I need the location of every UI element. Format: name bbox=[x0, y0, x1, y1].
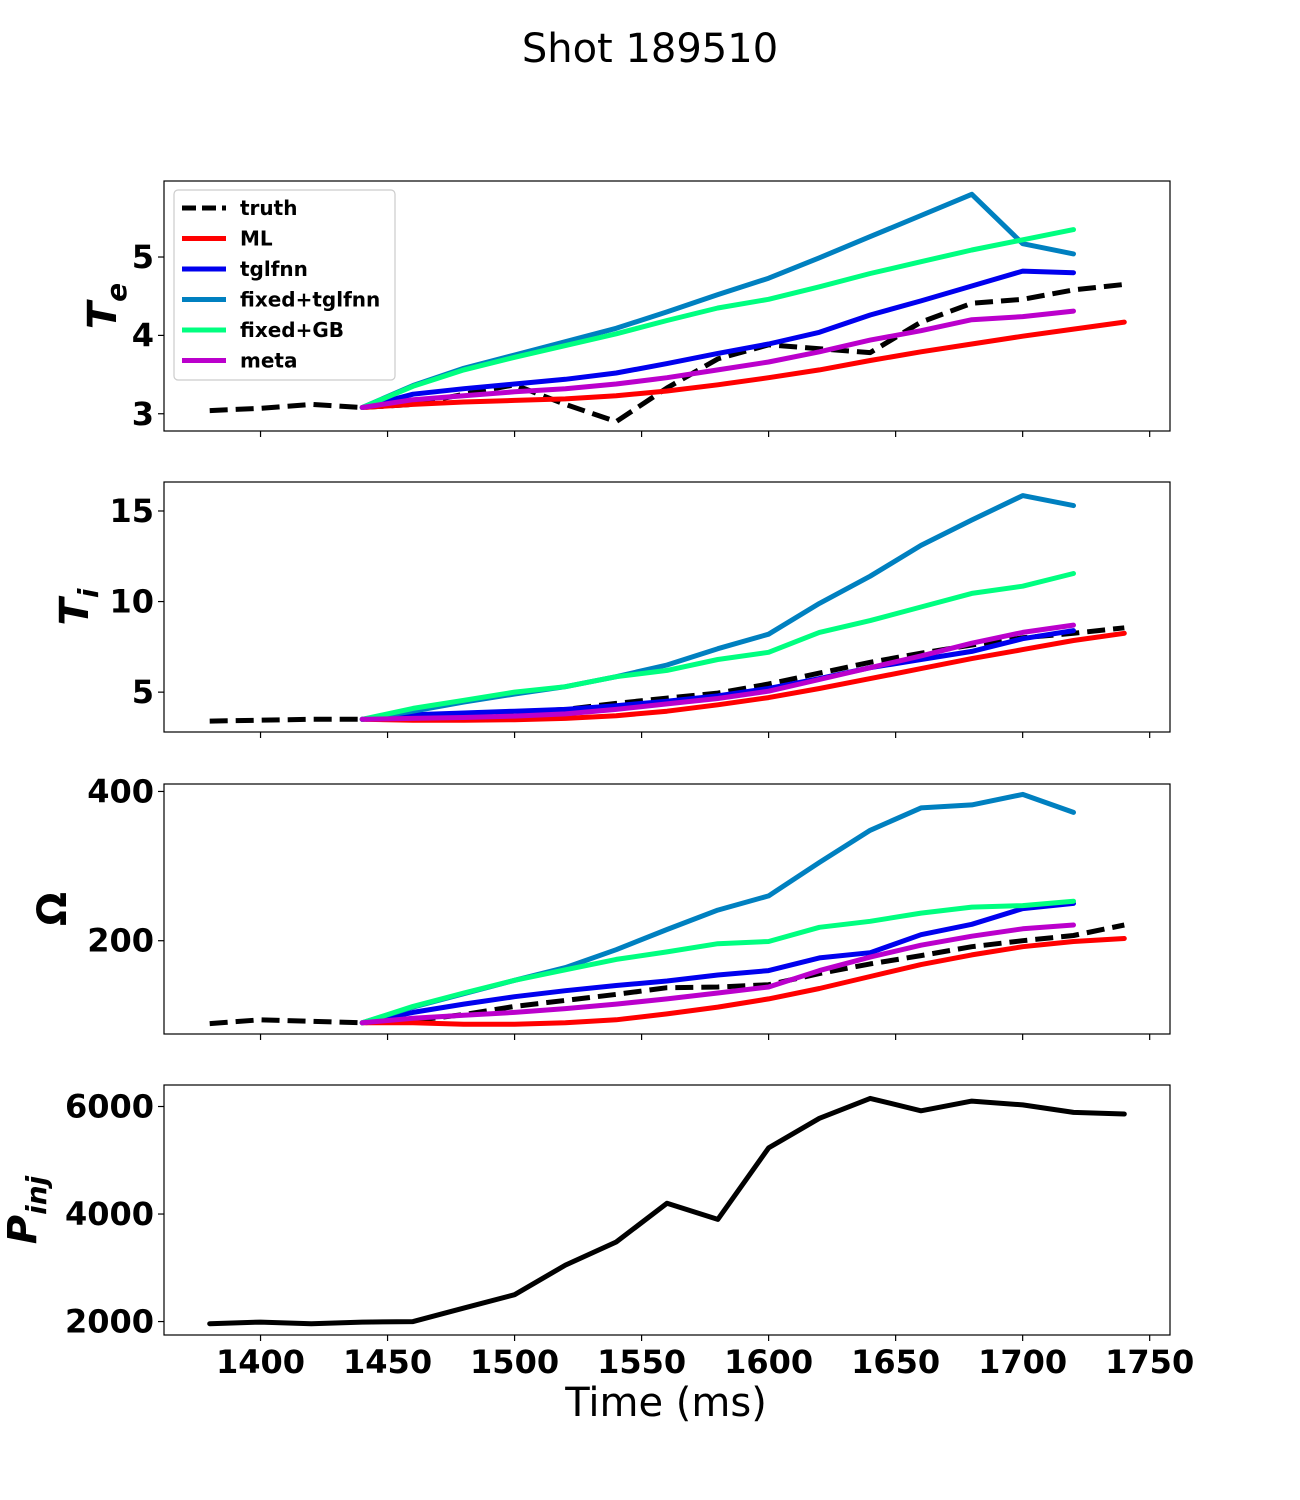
legend-label-truth: truth bbox=[240, 196, 297, 220]
series-line-ml bbox=[359, 630, 1127, 723]
axes-frame bbox=[163, 180, 1171, 432]
axes-frame bbox=[163, 783, 1171, 1035]
y-tick-label: 2000 bbox=[65, 1303, 154, 1341]
series-line-fixed-plus-gb bbox=[359, 898, 1076, 1026]
series-line-fixed-plus-gb bbox=[359, 227, 1076, 410]
x-tick-label: 1600 bbox=[724, 1343, 813, 1381]
series-line-tglfnn bbox=[359, 628, 1076, 722]
legend-label-fixed-plus-tglfnn: fixed+tglfnn bbox=[240, 288, 380, 312]
legend-label-meta: meta bbox=[240, 349, 297, 373]
y-tick-label: 4000 bbox=[65, 1195, 154, 1233]
legend: truth ML tglfnn fixed+tglfnn fixed+GB meta bbox=[173, 189, 396, 381]
series-line-ml bbox=[359, 319, 1127, 410]
legend-box bbox=[173, 189, 396, 381]
y-axis-label: Ω bbox=[30, 892, 76, 926]
panel-te: 3 4 5 Te truth ML tglfnn fixed+tglfnn fixed+GB me… bbox=[80, 180, 1171, 437]
x-axis-label: Time (ms) bbox=[564, 1380, 767, 1426]
series-line-tglfnn bbox=[359, 900, 1076, 1026]
y-tick-label: 4 bbox=[132, 316, 154, 354]
axes-frame bbox=[163, 1084, 1171, 1336]
y-tick-label: 400 bbox=[87, 772, 154, 810]
y-tick-label: 5 bbox=[132, 238, 154, 276]
panel-omega: 200 400 Ω bbox=[30, 772, 1171, 1040]
y-tick-label: 15 bbox=[109, 492, 154, 530]
y-axis-label: Ti bbox=[52, 588, 105, 625]
legend-label-ml: ML bbox=[240, 227, 273, 251]
y-tick-label: 200 bbox=[87, 922, 154, 960]
series-line-ml bbox=[359, 936, 1127, 1027]
x-tick-label: 1550 bbox=[597, 1343, 686, 1381]
x-tick-label: 1700 bbox=[978, 1343, 1067, 1381]
y-tick-label: 6000 bbox=[65, 1088, 154, 1126]
figure-title: Shot 189510 bbox=[522, 26, 778, 72]
series-line-truth bbox=[209, 922, 1125, 1027]
series-line-pinj bbox=[207, 1095, 1127, 1327]
y-tick-label: 10 bbox=[109, 583, 154, 621]
y-tick-label: 5 bbox=[132, 673, 154, 711]
series-line-meta bbox=[359, 922, 1076, 1026]
series-line-meta bbox=[359, 308, 1076, 410]
x-tick-label: 1400 bbox=[216, 1343, 305, 1381]
series-line-meta bbox=[359, 622, 1076, 722]
y-tick-label: 3 bbox=[132, 395, 154, 433]
series-line-truth bbox=[209, 281, 1125, 425]
series-line-fixed-plus-tglfnn bbox=[359, 191, 1076, 410]
series-line-fixed-plus-tglfnn bbox=[359, 493, 1076, 722]
legend-label-tglfnn: tglfnn bbox=[240, 257, 308, 281]
x-tick-label: 1450 bbox=[343, 1343, 432, 1381]
panel-ti: 5 10 15 Ti bbox=[52, 481, 1171, 738]
x-tick-label: 1500 bbox=[470, 1343, 559, 1381]
series-line-fixed-plus-gb bbox=[359, 571, 1076, 722]
x-tick-label: 1750 bbox=[1105, 1343, 1194, 1381]
y-axis-label: Te bbox=[80, 283, 133, 329]
legend-label-fixed-plus-gb: fixed+GB bbox=[240, 318, 344, 342]
y-axis-label: Pinj bbox=[0, 1175, 53, 1244]
axes-frame bbox=[163, 481, 1171, 733]
x-tick-label: 1650 bbox=[851, 1343, 940, 1381]
series-line-tglfnn bbox=[359, 268, 1076, 410]
panel-pinj: 1400 1450 1500 1550 1600 1650 1700 1750 2000 4000… bbox=[0, 1084, 1194, 1381]
